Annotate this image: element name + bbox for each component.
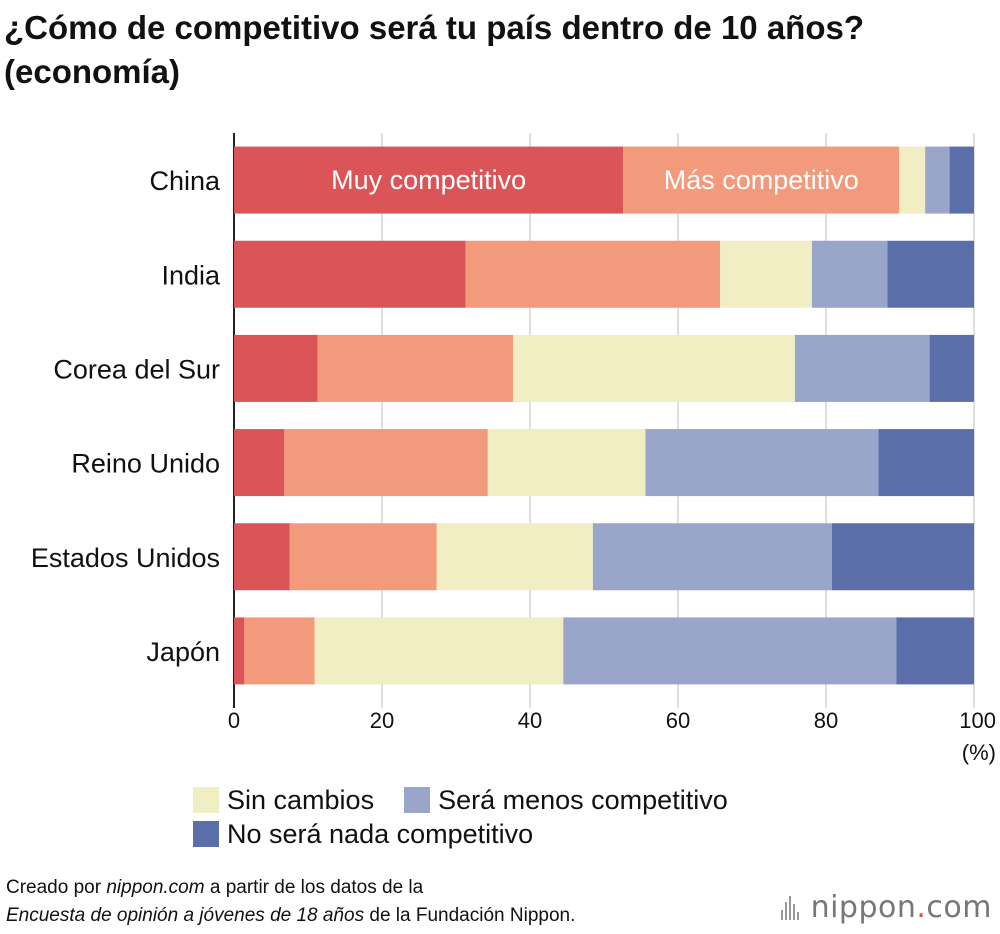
legend: Sin cambios Será menos competitivo No se… <box>193 783 893 851</box>
bar-china-muy-competitivo <box>234 146 624 214</box>
source-note: Creado por nippon.com a partir de los da… <box>6 874 575 930</box>
logo-dot: . <box>916 890 927 925</box>
tick-label-40: 40 <box>518 708 542 733</box>
bar-india-sin-cambios <box>720 240 812 308</box>
inline-label-muy-competitivo: Muy competitivo <box>331 165 526 195</box>
category-label-china: China <box>149 166 221 196</box>
bar-india-no-ser-nada-competitivo <box>887 240 974 308</box>
bar-estados-unidos-muy-competitivo <box>234 523 290 591</box>
bar-corea-del-sur-no-ser-nada-competitivo <box>929 334 974 402</box>
bar-jap-n-sin-cambios <box>314 617 564 685</box>
legend-label-menos-competitivo: Será menos competitivo <box>438 784 728 815</box>
source-suffix: de la Fundación Nippon. <box>364 905 576 926</box>
logo-sound-icon <box>780 895 801 920</box>
tick-label-60: 60 <box>666 708 690 733</box>
bar-jap-n-muy-competitivo <box>234 617 245 685</box>
bar-estados-unidos-m-s-competitivo <box>289 523 437 591</box>
inline-label-m-s-competitivo: Más competitivo <box>664 165 859 195</box>
bar-reino-unido-ser-menos-competitivo <box>645 429 879 497</box>
logo-name: nippon <box>810 890 917 925</box>
bar-china-no-ser-nada-competitivo <box>949 146 974 214</box>
bar-corea-del-sur-m-s-competitivo <box>317 334 513 402</box>
legend-label-nada-competitivo: No será nada competitivo <box>227 818 534 849</box>
legend-item-sin-cambios: Sin cambios <box>193 785 374 816</box>
category-label-corea-del-sur: Corea del Sur <box>53 354 220 384</box>
legend-label-sin-cambios: Sin cambios <box>227 784 375 815</box>
category-label-estados-unidos: Estados Unidos <box>31 543 220 573</box>
bar-india-m-s-competitivo <box>465 240 721 308</box>
bar-china-ser-menos-competitivo <box>925 146 950 214</box>
source-prefix: Creado por <box>6 877 107 898</box>
bar-estados-unidos-ser-menos-competitivo <box>592 523 832 591</box>
bar-reino-unido-no-ser-nada-competitivo <box>878 429 974 497</box>
tick-label-80: 80 <box>814 708 838 733</box>
axis-unit-label: (%) <box>962 740 996 765</box>
source-line-1: Creado por nippon.com a partir de los da… <box>6 874 575 902</box>
bar-corea-del-sur-ser-menos-competitivo <box>794 334 930 402</box>
legend-swatch-menos-competitivo <box>404 787 431 813</box>
category-label-reino-unido: Reino Unido <box>71 449 220 479</box>
legend-item-nada-competitivo: No será nada competitivo <box>193 819 533 850</box>
tick-label-0: 0 <box>228 708 240 733</box>
legend-row-1: Sin cambios Será menos competitivo <box>193 783 893 817</box>
bar-reino-unido-sin-cambios <box>487 429 646 497</box>
legend-swatch-nada-competitivo <box>193 821 219 847</box>
bar-jap-n-m-s-competitivo <box>244 617 315 685</box>
bar-india-ser-menos-competitivo <box>811 240 888 308</box>
bar-jap-n-ser-menos-competitivo <box>563 617 897 685</box>
logo-tld: com <box>926 890 992 925</box>
legend-swatch-sin-cambios <box>193 787 219 813</box>
bar-china-sin-cambios <box>899 146 926 214</box>
category-label-jap-n: Japón <box>146 637 220 667</box>
category-label-india: India <box>161 260 221 290</box>
source-survey: Encuesta de opinión a jóvenes de 18 años <box>6 905 365 926</box>
tick-label-100: 100 <box>959 708 996 733</box>
bar-reino-unido-muy-competitivo <box>234 429 285 497</box>
bar-estados-unidos-no-ser-nada-competitivo <box>831 523 974 591</box>
nippon-logo: nippon. com <box>780 890 992 925</box>
bar-corea-del-sur-sin-cambios <box>512 334 795 402</box>
bar-corea-del-sur-muy-competitivo <box>234 334 318 402</box>
bar-reino-unido-m-s-competitivo <box>284 429 488 497</box>
bar-india-muy-competitivo <box>234 240 466 308</box>
tick-label-20: 20 <box>370 708 394 733</box>
chart-title: ¿Cómo de competitivo será tu país dentro… <box>4 9 864 90</box>
source-middle: a partir de los datos de la <box>204 877 424 898</box>
stacked-bar-chart: Muy competitivo Más competitivo China India… <box>31 133 996 765</box>
bar-estados-unidos-sin-cambios <box>436 523 593 591</box>
legend-row-2: No será nada competitivo <box>193 817 893 851</box>
bar-jap-n-no-ser-nada-competitivo <box>896 617 974 685</box>
legend-item-menos-competitivo: Será menos competitivo <box>404 785 728 816</box>
source-site: nippon.com <box>106 877 205 898</box>
source-line-2: Encuesta de opinión a jóvenes de 18 años… <box>6 902 575 930</box>
bar-china-m-s-competitivo <box>623 146 900 214</box>
